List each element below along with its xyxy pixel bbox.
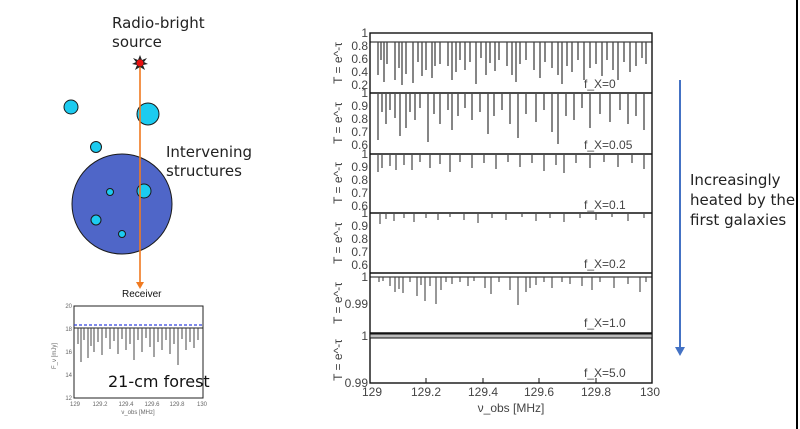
inset-xtick: 129.8 — [169, 402, 185, 408]
ytick: 0.99 — [345, 376, 369, 390]
ytick: 0.6 — [351, 52, 368, 66]
ytick: 0.9 — [351, 99, 368, 113]
xtick: 130 — [640, 385, 660, 399]
ytick: 1 — [361, 206, 368, 220]
small-halo — [63, 99, 79, 115]
transmission-plot-svg: 1 0.8 0.6 0.4 0.2 1 0.9 0.8 0.7 0.6 1 0.… — [331, 26, 660, 415]
ylabel: T = e^-τ — [331, 162, 345, 204]
inset-plot-svg: 20 18 16 14 12 129 129.2 129.4 129.6 129… — [52, 304, 208, 416]
small-halo — [118, 230, 126, 238]
inset-plot: 20 18 16 14 12 129 129.2 129.4 129.6 129… — [26, 300, 216, 420]
ytick: 0.8 — [351, 112, 368, 126]
panel-label: f_X=0.05 — [584, 138, 633, 152]
xtick: 129.6 — [524, 385, 554, 399]
xtick: 129.4 — [468, 385, 498, 399]
heating-label-line3: first galaxies — [690, 211, 787, 229]
inset-xlabel: ν_obs [MHz] — [121, 410, 155, 416]
ytick: 1 — [361, 270, 368, 284]
heating-arrow — [675, 80, 685, 356]
panel-3-absorption — [379, 214, 645, 224]
source-label-line2: source — [112, 33, 162, 51]
heating-label: Increasingly heated by the first galaxie… — [690, 170, 795, 230]
ylabel: T = e^-τ — [331, 102, 345, 144]
xlabel: ν_obs [MHz] — [478, 401, 545, 415]
inset-label: 21-cm forest — [108, 372, 210, 391]
small-halo — [136, 102, 160, 126]
xtick: 129.2 — [411, 385, 441, 399]
ytick: 0.6 — [351, 199, 368, 213]
ytick: 0.4 — [351, 65, 368, 79]
transmission-plot: 1 0.8 0.6 0.4 0.2 1 0.9 0.8 0.7 0.6 1 0.… — [300, 20, 670, 420]
panel-4-absorption — [378, 277, 647, 305]
structures-label-line2: structures — [166, 162, 242, 180]
ytick: 0.6 — [351, 138, 368, 152]
xtick: 129.8 — [581, 385, 611, 399]
ytick: 0.9 — [351, 160, 368, 174]
ytick: 0.8 — [351, 39, 368, 53]
sightline-arrowhead — [136, 282, 144, 289]
ytick: 1 — [361, 86, 368, 100]
heating-label-line1: Increasingly — [690, 171, 781, 189]
source-star-icon — [132, 55, 148, 70]
inset-xtick: 129.6 — [144, 402, 160, 408]
source-label: Radio-bright source — [112, 14, 205, 52]
panel-label: f_X=0.2 — [584, 257, 626, 271]
big-halo — [71, 153, 173, 255]
arrow-down-icon — [675, 347, 685, 356]
sightline-svg — [63, 55, 173, 289]
ytick: 0.9 — [351, 219, 368, 233]
inset-ytick: 12 — [65, 396, 72, 402]
ytick: 0.7 — [351, 186, 368, 200]
inset-ylabel: F_ν [mJy] — [52, 343, 58, 369]
ytick: 0.2 — [351, 78, 368, 92]
ylabel: T = e^-τ — [331, 42, 345, 84]
inset-xtick: 129.2 — [92, 402, 108, 408]
inset-xtick: 129 — [70, 402, 81, 408]
structures-label-line1: Intervening — [166, 143, 253, 161]
source-label-line1: Radio-bright — [112, 14, 205, 32]
ytick: 1 — [361, 26, 368, 40]
inset-ytick: 14 — [65, 373, 72, 379]
right-border-divider — [796, 0, 798, 429]
panel-5-continuum — [369, 333, 653, 339]
inset-ytick: 20 — [65, 304, 72, 310]
panel-label: f_X=1.0 — [584, 316, 626, 330]
ytick: 0.6 — [351, 258, 368, 272]
inset-xtick: 129.4 — [118, 402, 134, 408]
ytick: 0.7 — [351, 125, 368, 139]
xtick: 129 — [362, 385, 382, 399]
ytick: 1 — [361, 147, 368, 161]
ytick: 0.99 — [345, 297, 369, 311]
ytick: 0.7 — [351, 245, 368, 259]
heating-label-line2: heated by the — [690, 191, 796, 209]
inset-xtick: 130 — [197, 402, 208, 408]
small-halo — [136, 183, 152, 199]
ylabel: T = e^-τ — [331, 282, 345, 324]
panel-label: f_X=0 — [584, 77, 616, 91]
small-halo — [90, 214, 102, 226]
small-halo — [106, 188, 114, 196]
panel-label: f_X=5.0 — [584, 366, 626, 380]
ytick: 1 — [361, 329, 368, 343]
ylabel: T = e^-τ — [331, 222, 345, 264]
receiver-label: Receiver — [122, 289, 162, 300]
ylabel: T = e^-τ — [331, 339, 345, 381]
panel-0-absorption — [377, 42, 647, 85]
panel-2-absorption — [377, 155, 645, 173]
inset-ytick: 16 — [65, 350, 72, 356]
structures-label: Intervening structures — [166, 143, 252, 181]
ytick: 0.8 — [351, 232, 368, 246]
panel-1-absorption — [377, 94, 645, 144]
small-halo — [90, 141, 102, 153]
panel-label: f_X=0.1 — [584, 198, 626, 212]
ytick: 0.8 — [351, 173, 368, 187]
inset-absorption-lines — [77, 328, 199, 365]
inset-ytick: 18 — [65, 327, 72, 333]
